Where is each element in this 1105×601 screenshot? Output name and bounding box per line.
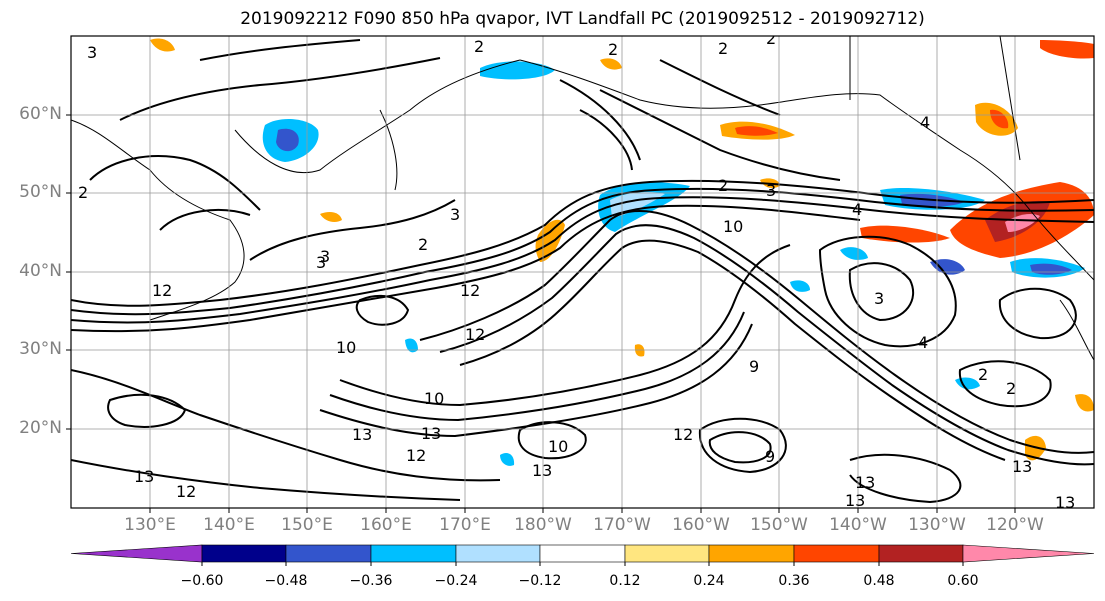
contour-label: 3 [766,181,776,200]
lat-label-40n: 40°N [19,261,62,281]
contour-label: 10 [336,338,356,357]
colorbar-segment [539,544,626,563]
colorbar-segment [878,544,964,563]
map-title: 2019092212 F090 850 hPa qvapor, IVT Land… [240,9,925,29]
colorbar-segment [370,544,457,563]
lon-label-120w: 120°W [986,515,1044,535]
contour-label: 2 [718,39,728,58]
lon-label-150w: 150°W [750,515,808,535]
contour-label: 12 [465,325,485,344]
contour-label-group: 2 2 2 2 3 2 3 4 3 2 3 10 12 12 10 10 13 … [78,29,1075,512]
axis-ticks [66,114,1016,513]
lon-label-180w: 180°W [514,515,572,535]
colorbar-segment [70,544,203,563]
contour-label: 13 [855,473,875,492]
contour-label: 3 [87,43,97,62]
contour-label: 12 [460,281,480,300]
colorbar-tick: 0.36 [778,573,810,589]
contour-label: 4 [852,200,862,219]
lon-label-140e: 140°E [203,515,255,535]
contour-label: 2 [78,183,88,202]
contour-label: 2 [766,29,776,48]
gridlines [71,36,1094,508]
contour-label: 2 [718,176,728,195]
contour-label: 10 [548,437,568,456]
contour-label: 3 [320,247,330,266]
lon-label-130w: 130°W [908,515,966,535]
colorbar-tick: −0.48 [264,573,308,589]
lon-label-160w: 160°W [672,515,730,535]
colorbar-tick: −0.24 [434,573,478,589]
contour-label: 13 [352,425,372,444]
contour-label: 13 [845,491,865,510]
lat-label-30n: 30°N [19,339,62,359]
contour-label: 4 [918,333,928,352]
contour-label: 13 [134,467,154,486]
lon-label-170e: 170°E [439,515,491,535]
lon-label-140w: 140°W [829,515,887,535]
lat-label-20n: 20°N [19,418,62,438]
contour-label: 2 [474,37,484,56]
contour-label: 12 [176,482,196,501]
contour-label: 2 [1006,379,1016,398]
colorbar-segment [708,544,795,563]
contour-lines [71,39,1094,504]
colorbar-segment [455,544,541,563]
colorbar-tick: 0.60 [947,573,979,589]
colorbar-segment [624,544,710,563]
contour-label: 9 [765,447,775,466]
contour-label: 13 [1012,457,1032,476]
colorbar-tick: −0.60 [180,573,224,589]
contour-label: 3 [874,289,884,308]
contour-label: 4 [920,113,930,132]
lat-label-50n: 50°N [19,182,62,202]
colorbar-segment [962,544,1095,563]
lon-label-160e: 160°E [360,515,412,535]
contour-label: 13 [1055,493,1075,512]
colorbar-segment [201,544,287,563]
colorbar-tick: 0.12 [609,573,641,589]
colorbar-tick: −0.12 [518,573,562,589]
contour-label: 9 [749,357,759,376]
contour-label: 10 [424,389,444,408]
contour-label: 12 [152,281,172,300]
colorbar-tick: 0.24 [693,573,725,589]
contour-label: 12 [673,425,693,444]
contour-label: 13 [421,424,441,443]
contour-label: 10 [723,217,743,236]
lon-label-130e: 130°E [124,515,176,535]
colorbar-segment [793,544,880,563]
contour-label: 3 [450,205,460,224]
contour-label: 2 [608,40,618,59]
colorbar-tick: −0.36 [349,573,393,589]
contour-label: 3 [316,253,326,272]
lon-label-150e: 150°E [281,515,333,535]
contour-label: 13 [532,461,552,480]
contour-label: 2 [978,365,988,384]
colorbar-segment [285,544,372,563]
colorbar-tick: 0.48 [863,573,895,589]
lat-label-60n: 60°N [19,104,62,124]
contour-label: 12 [406,446,426,465]
lon-label-170w: 170°W [593,515,651,535]
contour-label: 2 [418,235,428,254]
